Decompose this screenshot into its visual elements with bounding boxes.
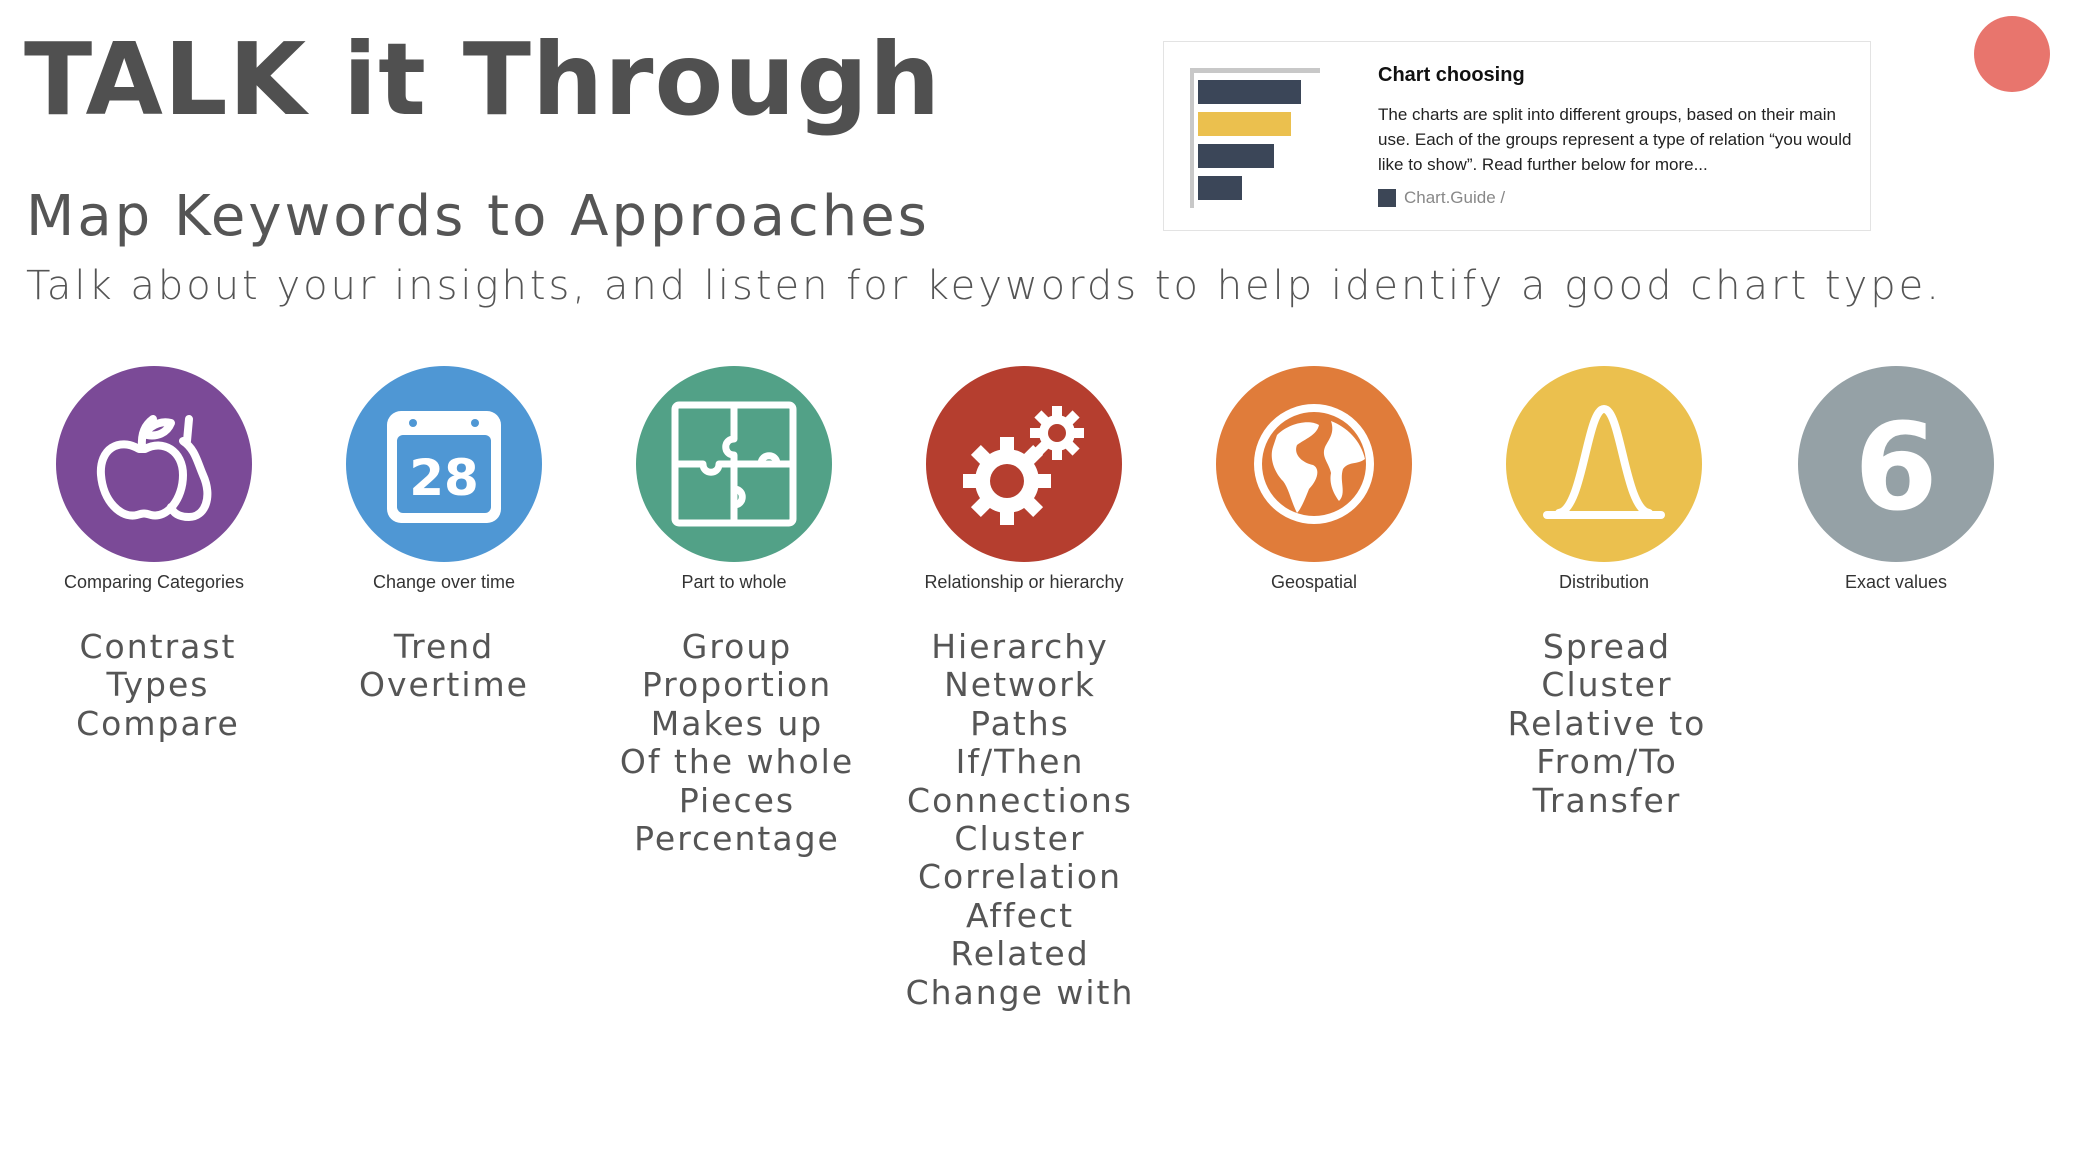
calendar-icon: 28: [387, 411, 501, 523]
category-relationship-or-hierarchy: Relationship or hierarchy: [884, 366, 1164, 593]
category-change-over-time: 28 Change over time: [304, 366, 584, 593]
keyword-item: Correlation: [918, 857, 1122, 897]
keyword-item: Transfer: [1532, 780, 1682, 820]
keyword-item: Contrast: [79, 627, 237, 666]
category-distribution: Distribution: [1464, 366, 1744, 593]
card-source-link[interactable]: Chart.Guide /: [1378, 188, 1505, 208]
category-label: Distribution: [1558, 572, 1650, 592]
relationship-or-hierarchy-badge: [926, 366, 1122, 562]
keyword-item: Related: [950, 934, 1090, 974]
keyword-item: Relative to: [1507, 703, 1707, 743]
puzzle-icon: [671, 401, 797, 527]
number-six-icon: 6: [1854, 399, 1938, 538]
chart-guide-favicon-icon: [1378, 189, 1396, 207]
category-label: Comparing Categories: [63, 572, 245, 592]
category-label: Relationship or hierarchy: [924, 572, 1124, 592]
comparing-categories-badge: [56, 366, 252, 562]
keyword-item: Group: [681, 627, 793, 666]
keywords-relationship-or-hierarchy: Hierarchy Network Paths If/Then Connections C…: [860, 627, 1180, 1012]
link-preview-card[interactable]: Chart choosing The charts are split into…: [1163, 41, 1871, 231]
category-exact-values: 6 Exact values: [1756, 366, 2036, 593]
keywords-comparing-categories: Contrast Types Compare: [0, 627, 318, 743]
keyword-item: Pieces: [678, 780, 796, 820]
fruit-icon: [96, 415, 212, 521]
page-subtitle: Map Keywords to Approaches: [26, 184, 930, 249]
gears-icon: [963, 406, 1084, 525]
keywords-part-to-whole: Group Proportion Makes up Of the whole Piece…: [577, 627, 897, 859]
keyword-item: Change with: [905, 972, 1135, 1012]
change-over-time-badge: 28: [346, 366, 542, 562]
keyword-item: From/To: [1536, 742, 1678, 782]
keyword-item: Proportion: [641, 665, 833, 705]
keyword-item: Types: [106, 665, 210, 705]
exact-value-number: 6: [1854, 399, 1938, 538]
card-title: Chart choosing: [1378, 64, 1525, 86]
keyword-item: If/Then: [955, 742, 1085, 782]
category-label: Part to whole: [681, 572, 787, 592]
record-indicator: [1974, 16, 2050, 92]
keyword-item: Trend: [393, 627, 495, 666]
page-description: Talk about your insights, and listen for…: [26, 263, 1942, 309]
geospatial-badge: [1216, 366, 1412, 562]
part-to-whole-badge: [636, 366, 832, 562]
keyword-item: Of the whole: [619, 742, 855, 782]
calendar-day-number: 28: [409, 449, 479, 507]
category-comparing-categories: Comparing Categories: [14, 366, 294, 593]
exact-values-badge: 6: [1798, 366, 1994, 562]
keyword-item: Affect: [965, 895, 1075, 935]
bell-curve-icon: [1543, 404, 1665, 519]
bar-chart-thumbnail-icon: [1190, 68, 1320, 208]
keyword-item: Spread: [1542, 627, 1672, 666]
keyword-item: Overtime: [359, 665, 529, 705]
category-label: Geospatial: [1270, 572, 1358, 592]
category-part-to-whole: Part to whole: [594, 366, 874, 593]
keyword-item: Connections: [907, 780, 1133, 820]
card-source-label: Chart.Guide /: [1404, 188, 1506, 207]
keywords-distribution: Spread Cluster Relative to From/To Transfer: [1447, 627, 1767, 820]
keyword-item: Makes up: [650, 703, 824, 743]
globe-icon: [1254, 404, 1374, 524]
card-text: The charts are split into different grou…: [1378, 105, 1852, 174]
category-label: Change over time: [372, 572, 516, 592]
category-geospatial: Geospatial: [1174, 366, 1454, 593]
keywords-change-over-time: Trend Overtime: [284, 627, 604, 705]
keyword-item: Network: [944, 665, 1096, 705]
keyword-item: Percentage: [634, 819, 840, 859]
keyword-item: Paths: [970, 703, 1070, 743]
keyword-item: Compare: [76, 703, 240, 743]
distribution-badge: [1506, 366, 1702, 562]
keyword-item: Cluster: [1541, 665, 1673, 705]
keyword-item: Cluster: [954, 819, 1086, 859]
category-label: Exact values: [1844, 572, 1948, 592]
page-title: TALK it Through: [24, 21, 942, 138]
keyword-item: Hierarchy: [931, 627, 1109, 666]
